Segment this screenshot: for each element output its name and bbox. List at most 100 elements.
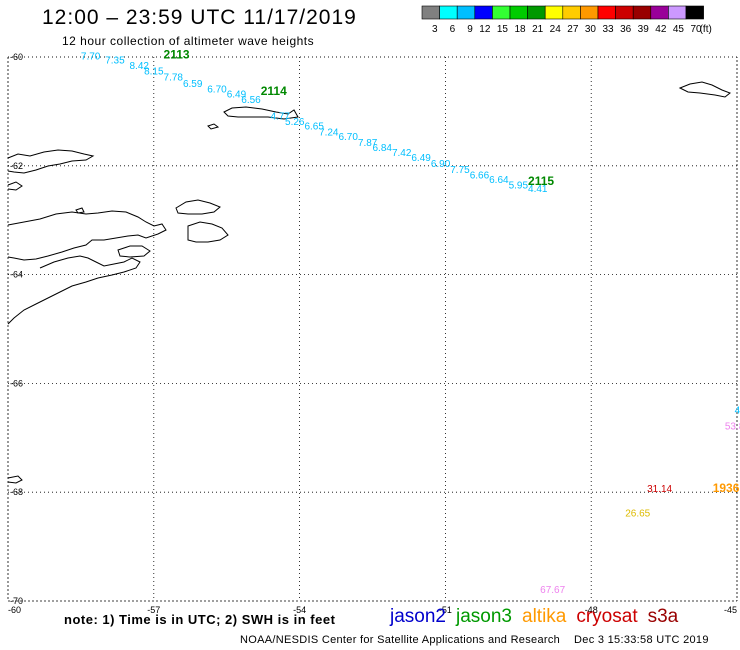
colorbar-swatch	[615, 5, 634, 20]
latitude-tick-label: -68	[10, 487, 23, 497]
peninsula-outline	[7, 149, 95, 174]
colorbar-swatch	[685, 5, 704, 20]
island-outline	[117, 245, 151, 258]
colorbar-swatch	[580, 5, 599, 20]
pass-number-label: 2113	[164, 48, 190, 62]
pass-number-label: 2115	[528, 174, 554, 188]
colorbar-swatch	[421, 5, 440, 20]
wave-height-value: 8.42	[130, 61, 150, 72]
island-outline	[223, 106, 299, 120]
wave-height-value: 7.42	[392, 148, 412, 159]
colorbar-swatch	[439, 5, 458, 20]
colorbar-tick-label: 3	[432, 24, 438, 35]
pass-number-label: 1936	[713, 481, 740, 495]
wave-height-value: 8.15	[144, 66, 164, 77]
colorbar-tick-label: 12	[479, 24, 491, 35]
wave-height-colorbar: 3 6 9 12 15 18 21 24 27 30 33 36 39 42 45 70(ft)	[421, 5, 712, 35]
peninsula-outline	[7, 181, 23, 191]
pass-number-labels: 2113 2114 2115 1936	[164, 48, 740, 496]
colorbar-tick-label: 24	[550, 24, 562, 35]
latitude-tick-label: -62	[10, 161, 23, 171]
map-subtitle: 12 hour collection of altimeter wave hei…	[62, 34, 315, 48]
wave-height-value: 7.24	[319, 127, 339, 138]
colorbar-tick-label: 45	[673, 24, 685, 35]
generated-timestamp: Dec 3 15:33:58 UTC 2019	[574, 634, 709, 646]
colorbar-swatch	[562, 5, 581, 20]
wave-height-value: 4.41	[528, 184, 548, 195]
satellite-legend: jason2 jason3 altika cryosat s3a	[390, 606, 688, 628]
wave-height-value: 6.56	[241, 95, 261, 106]
wave-height-value: 6.59	[183, 79, 203, 90]
colorbar-swatch	[509, 5, 528, 20]
colorbar-tick-label: 36	[620, 24, 632, 35]
colorbar-swatch	[632, 5, 652, 20]
colorbar-tick-label: 39	[638, 24, 650, 35]
colorbar-swatch	[492, 5, 511, 20]
longitude-tick-label: -54	[293, 605, 306, 615]
island-outline	[678, 81, 731, 98]
colorbar-tick-label: 33	[602, 24, 614, 35]
colorbar-swatch	[527, 5, 546, 20]
legend-cryosat: cryosat	[576, 606, 638, 627]
islet-outline	[207, 123, 220, 130]
legend-s3a: s3a	[647, 606, 679, 627]
wave-height-value: 6.49	[227, 89, 247, 100]
units-note: note: 1) Time is in UTC; 2) SWH is in fe…	[64, 612, 336, 627]
wave-height-value: 6.66	[470, 170, 490, 181]
colorbar-swatch	[474, 5, 493, 20]
credit-text: NOAA/NESDIS Center for Satellite Applica…	[240, 634, 561, 646]
peninsula-outline	[7, 255, 141, 325]
wave-height-value: 6.90	[431, 159, 451, 170]
colorbar-tick-label: 42	[655, 24, 667, 35]
wave-height-value: 7.75	[450, 165, 470, 176]
map-title: 12:00 – 23:59 UTC 11/17/2019	[42, 6, 357, 29]
islet-outline	[7, 475, 23, 484]
colorbar-unit-label: (ft)	[700, 24, 712, 35]
wave-height-value: 6.64	[489, 175, 509, 186]
latitude-tick-label: -60	[10, 52, 23, 62]
longitude-tick-label: -48	[585, 605, 598, 615]
wave-height-value: 6.65	[304, 121, 324, 132]
lat-lon-grid	[7, 56, 738, 602]
colorbar-swatch	[544, 5, 564, 20]
legend-jason3: jason3	[456, 606, 512, 627]
coastline-outlines	[7, 81, 731, 484]
wave-height-value: 7.35	[105, 56, 125, 67]
longitude-tick-label: -57	[147, 605, 160, 615]
wave-height-value: 7.70	[81, 52, 101, 63]
colorbar-swatch	[597, 5, 616, 20]
other-satellite-readings: 53.88 31.14 26.65 67.67 4	[540, 405, 740, 596]
wave-height-value: 5.95	[509, 181, 529, 192]
colorbar-swatch	[456, 5, 476, 20]
wave-height-value: 4	[735, 405, 740, 416]
colorbar-tick-label: 9	[467, 24, 473, 35]
colorbar-tick-label: 21	[532, 24, 544, 35]
wave-height-value: 5.26	[285, 117, 305, 128]
peninsula-outline	[7, 210, 167, 261]
wave-height-value: 6.70	[338, 132, 358, 143]
colorbar-swatch	[650, 5, 669, 20]
wave-height-value: 6.49	[411, 153, 431, 164]
wave-height-value: 6.70	[207, 84, 227, 95]
colorbar-tick-label: 70	[690, 24, 702, 35]
wave-height-value: 7.87	[358, 138, 378, 149]
longitude-tick-label: -45	[724, 605, 737, 615]
latitude-tick-label: -64	[10, 270, 23, 280]
axis-tick-labels: -60 -57 -54 -51 -48 -45 -60 -62 -64 -66 -68 -70	[8, 52, 737, 615]
longitude-tick-label: -51	[439, 605, 452, 615]
legend-jason2: jason2	[390, 606, 446, 627]
wave-height-value: 4.77	[270, 112, 290, 123]
wave-height-value: 31.14	[647, 484, 672, 495]
wave-height-readings: 7.70 7.35 8.428.157.786.59 6.70 6.496.564.77…	[81, 52, 548, 195]
wave-height-value: 26.65	[625, 509, 650, 520]
colorbar-swatch	[668, 5, 687, 20]
colorbar-tick-label: 15	[497, 24, 509, 35]
wave-height-value: 6.84	[373, 143, 393, 154]
colorbar-tick-label: 6	[450, 24, 456, 35]
latitude-tick-label: -70	[10, 596, 23, 606]
island-outline	[187, 221, 229, 243]
footer-credit: NOAA/NESDIS Center for Satellite Applica…	[240, 634, 709, 646]
longitude-tick-label: -60	[8, 605, 21, 615]
colorbar-tick-label: 18	[514, 24, 526, 35]
